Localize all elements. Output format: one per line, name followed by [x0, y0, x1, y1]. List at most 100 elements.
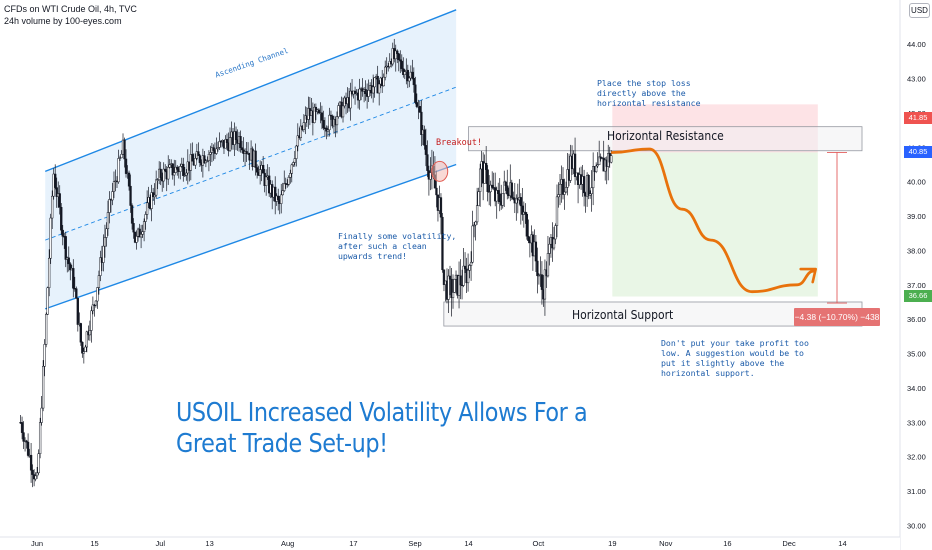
- support-zone: [443, 301, 863, 327]
- candle-body: [420, 111, 423, 135]
- time-tick-label: Sep: [408, 539, 421, 548]
- candle-body: [51, 195, 54, 219]
- candle-body: [144, 214, 147, 222]
- stop-loss-note: Place the stop loss directly above the h…: [597, 78, 701, 108]
- candle-body: [35, 472, 39, 477]
- candle-body: [536, 260, 539, 277]
- candle-body: [353, 90, 357, 94]
- candle-body: [164, 168, 167, 172]
- candle-body: [512, 197, 515, 200]
- candle-body: [79, 323, 82, 343]
- candle-body: [72, 268, 75, 289]
- resistance-zone: [468, 126, 863, 152]
- time-tick-label: Dec: [782, 539, 796, 548]
- candle-body: [262, 165, 265, 174]
- candle-body: [555, 196, 559, 226]
- candle-body: [209, 152, 212, 155]
- candle-body: [564, 187, 568, 193]
- stop-price-tag: 41.85: [904, 112, 932, 125]
- candle-body: [475, 205, 479, 223]
- candle-body: [254, 150, 257, 168]
- candle-body: [91, 304, 95, 312]
- candle-body: [373, 77, 376, 88]
- candle-body: [85, 331, 88, 348]
- candle-body: [415, 102, 418, 107]
- candle-body: [283, 183, 286, 191]
- candle-body: [123, 139, 126, 160]
- candle-body: [527, 235, 530, 241]
- candle-body: [224, 139, 227, 149]
- candle-body: [145, 202, 149, 215]
- candle-body: [153, 194, 156, 198]
- candle-body: [155, 179, 158, 196]
- time-tick-label: Jun: [31, 539, 43, 548]
- candle-body: [396, 50, 399, 55]
- candle-body: [135, 236, 138, 243]
- time-tick-label: Aug: [281, 539, 294, 548]
- note-line: put it slightly above the: [661, 358, 785, 368]
- candle-body: [441, 216, 444, 271]
- candle-body: [295, 145, 298, 159]
- candle-body: [384, 66, 387, 78]
- candle-body: [176, 166, 179, 170]
- candle-body: [296, 135, 299, 147]
- ascending-channel: [44, 9, 457, 310]
- candle-body: [442, 269, 446, 285]
- candles-layer: [19, 38, 613, 488]
- candle-body: [367, 90, 370, 97]
- time-tick-label: 16: [723, 539, 731, 548]
- time-axis: Jun 15 Jul 13 Aug 17 Sep 14 Oct 19 Nov 16 Dec 14: [0, 536, 900, 550]
- candle-body: [182, 163, 185, 176]
- candle-body: [491, 184, 494, 188]
- price-axis: 30.00 31.00 32.00 33.00 34.00 35.00 36.00 37.00…: [899, 0, 932, 550]
- candle-body: [314, 106, 318, 112]
- candle-body: [598, 156, 601, 165]
- breakout-circle: [431, 160, 449, 182]
- candle-body: [418, 106, 422, 113]
- target-zone: [612, 152, 818, 297]
- candle-body: [474, 221, 477, 226]
- candle-body: [534, 241, 538, 262]
- candle-body: [194, 158, 197, 166]
- candle-body: [429, 172, 432, 180]
- candle-body: [463, 265, 467, 270]
- volume-indicator: 24h volume by 100-eyes.com: [4, 16, 122, 26]
- candle-body: [525, 213, 528, 237]
- note-line: horizontal support.: [661, 368, 755, 378]
- candle-body: [167, 167, 170, 180]
- candle-body: [468, 265, 471, 271]
- candle-body: [49, 217, 52, 259]
- currency-button[interactable]: USD: [909, 3, 930, 18]
- candle-body: [489, 184, 492, 192]
- candle-body: [99, 257, 102, 276]
- candle-body: [326, 129, 330, 132]
- candle-body: [510, 182, 513, 198]
- measure-label: −4.38 (−10.70%) −438: [794, 308, 880, 326]
- candle-body: [142, 221, 146, 232]
- candle-body: [378, 83, 381, 94]
- candle-body: [75, 288, 78, 299]
- note-line: horizontal resistance: [597, 98, 701, 108]
- candle-body: [124, 158, 128, 174]
- candle-body: [20, 422, 24, 433]
- candle-body: [265, 176, 268, 186]
- time-tick-label: Nov: [659, 539, 673, 548]
- candle-body: [120, 154, 123, 159]
- candle-body: [191, 154, 194, 162]
- candle-body: [54, 173, 57, 188]
- candle-body: [207, 153, 211, 161]
- candle-body: [573, 153, 577, 177]
- candle-body: [150, 192, 153, 209]
- price-tick-label: 36.00: [907, 315, 926, 324]
- candle-body: [439, 197, 443, 218]
- candle-body: [37, 453, 40, 474]
- candle-body: [524, 211, 527, 215]
- time-tick-label: 14: [464, 539, 472, 548]
- candle-body: [46, 287, 49, 315]
- candle-body: [171, 163, 174, 176]
- candle-body: [204, 160, 208, 164]
- candle-body: [132, 223, 135, 233]
- candle-body: [329, 114, 333, 117]
- candle-body: [97, 275, 101, 288]
